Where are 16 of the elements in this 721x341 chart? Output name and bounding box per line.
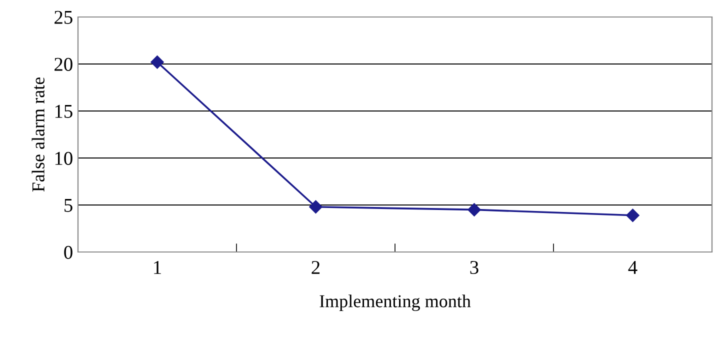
point <box>150 56 164 69</box>
y-tick-label: 0 <box>64 246 72 259</box>
point <box>309 200 322 214</box>
x-tick-label: 3 <box>470 260 478 274</box>
y-tick-label: 25 <box>54 10 72 24</box>
y-tick-label: 20 <box>54 58 72 71</box>
point <box>468 203 481 216</box>
point <box>626 208 640 222</box>
x-tick-label: 4 <box>628 261 638 274</box>
y-tick-label: 15 <box>55 104 72 118</box>
y-axis-title: False alarm rate <box>32 77 44 192</box>
y-tick-label: 5 <box>64 199 72 212</box>
x-tick-label: 2 <box>312 260 320 274</box>
x-tick-label: 1 <box>154 260 161 274</box>
y-tick-label: 10 <box>55 152 72 165</box>
x-axis-title: Implementing month <box>320 294 471 312</box>
